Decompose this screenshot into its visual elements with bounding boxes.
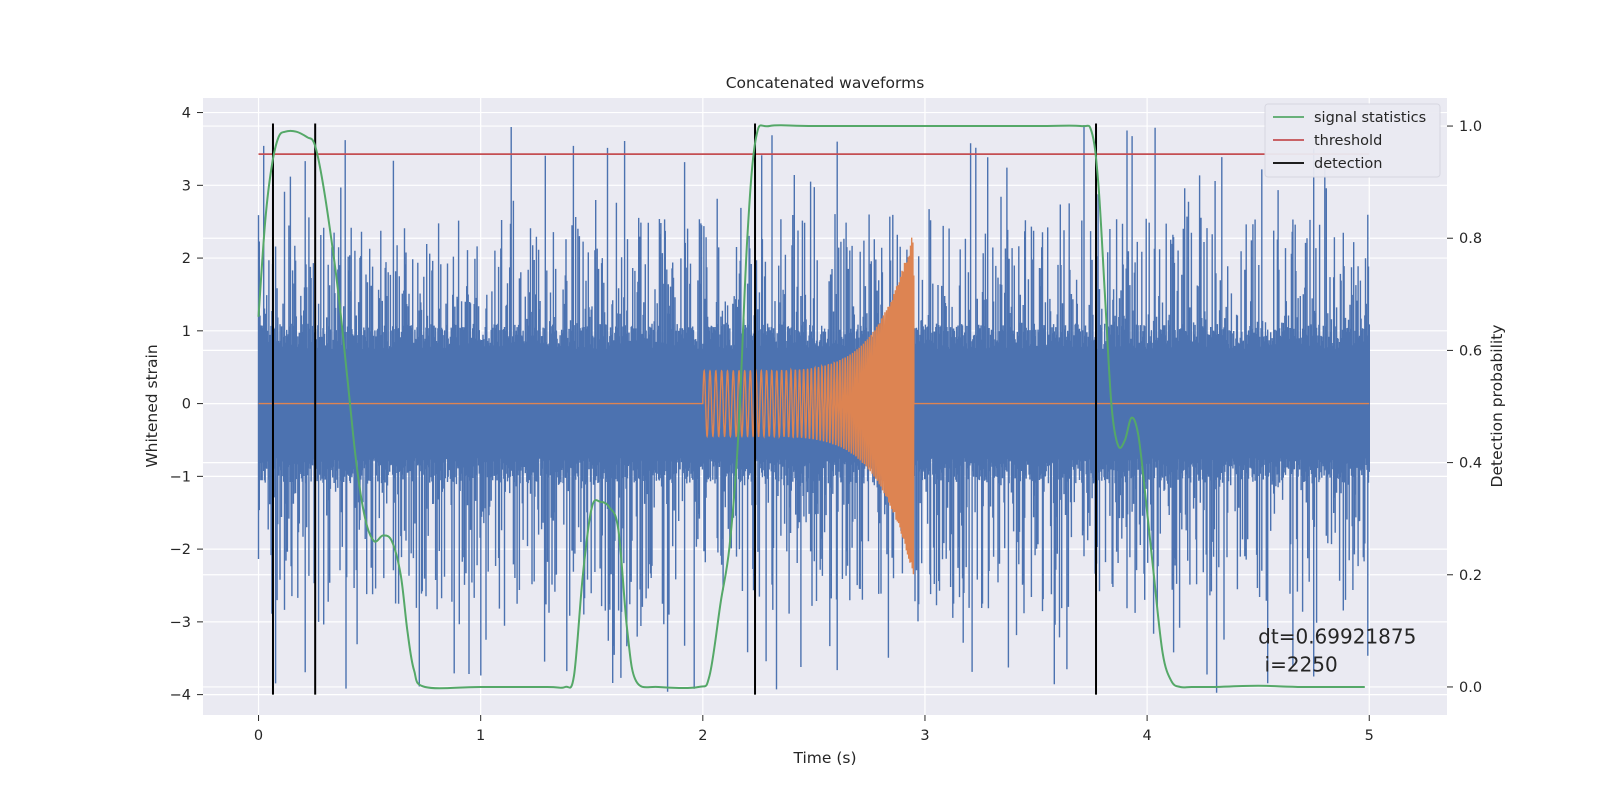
legend-label-detection: detection xyxy=(1314,156,1382,172)
y-tick-label: −1 xyxy=(170,469,191,485)
legend-label-signal-statistics: signal statistics xyxy=(1314,110,1426,126)
chart-title: Concatenated waveforms xyxy=(726,74,925,92)
y2-axis-label: Detection probability xyxy=(1488,325,1506,488)
x-tick-label: 0 xyxy=(254,728,263,744)
x-tick-label: 1 xyxy=(476,728,485,744)
y2-tick-label: 0.6 xyxy=(1459,343,1482,359)
legend-box xyxy=(1264,103,1441,178)
signal-statistics-line xyxy=(257,124,1365,690)
y-axis-label: Whitened strain xyxy=(143,344,161,467)
data-layer xyxy=(257,123,1370,695)
y-tick-label: 4 xyxy=(182,106,191,122)
x-tick-label: 3 xyxy=(920,728,929,744)
y2-tick-label: 0.8 xyxy=(1459,231,1482,247)
annotation-dt: dt=0.69921875 xyxy=(1258,625,1416,649)
annotation-index: i=2250 xyxy=(1258,652,1338,676)
x-axis-label: Time (s) xyxy=(792,749,856,767)
y-tick-label: −4 xyxy=(170,688,191,704)
y2-tick-label: 0.0 xyxy=(1459,680,1482,696)
y-tick-label: −3 xyxy=(170,615,191,631)
y2-tick-label: 0.4 xyxy=(1459,456,1482,472)
y-tick-label: −2 xyxy=(170,542,191,558)
y2-tick-label: 0.2 xyxy=(1459,568,1482,584)
y-tick-label: 1 xyxy=(182,324,191,340)
y-tick-label: 0 xyxy=(182,397,191,413)
legend: signal statistics threshold detection xyxy=(1264,103,1441,178)
template-series xyxy=(258,237,1370,575)
y-tick-label: 3 xyxy=(182,178,191,194)
x-tick-label: 5 xyxy=(1365,728,1374,744)
x-tick-label: 2 xyxy=(698,728,707,744)
ticks: 0 1 2 3 4 5 −4 −3 −2 −1 0 1 2 3 4 0.0 0.2 0.4 0.6 0.8 1.0 xyxy=(170,106,1482,744)
x-tick-label: 4 xyxy=(1142,728,1151,744)
y-tick-label: 2 xyxy=(182,251,191,267)
legend-label-threshold: threshold xyxy=(1314,133,1382,149)
y2-tick-label: 1.0 xyxy=(1459,119,1482,135)
